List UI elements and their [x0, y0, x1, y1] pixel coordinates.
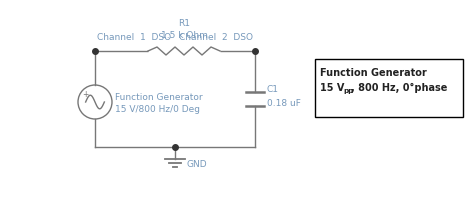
- Text: Channel  2  DSO: Channel 2 DSO: [179, 33, 253, 42]
- Text: 1.5 k Ohm: 1.5 k Ohm: [161, 30, 208, 39]
- Text: 0.18 uF: 0.18 uF: [267, 99, 301, 108]
- Text: , 800 Hz, 0°phase: , 800 Hz, 0°phase: [351, 83, 447, 93]
- Text: C1: C1: [267, 85, 279, 94]
- Text: R1: R1: [178, 19, 190, 28]
- Text: +: +: [82, 90, 89, 99]
- Text: Channel  1  DSO: Channel 1 DSO: [97, 33, 171, 42]
- Text: Function Generator: Function Generator: [115, 93, 202, 102]
- Text: pp: pp: [343, 88, 353, 94]
- FancyBboxPatch shape: [315, 60, 463, 117]
- Text: 15 V: 15 V: [320, 83, 345, 93]
- Text: 15 V/800 Hz/0 Deg: 15 V/800 Hz/0 Deg: [115, 105, 200, 114]
- Text: GND: GND: [187, 160, 208, 169]
- Text: Function Generator: Function Generator: [320, 68, 427, 78]
